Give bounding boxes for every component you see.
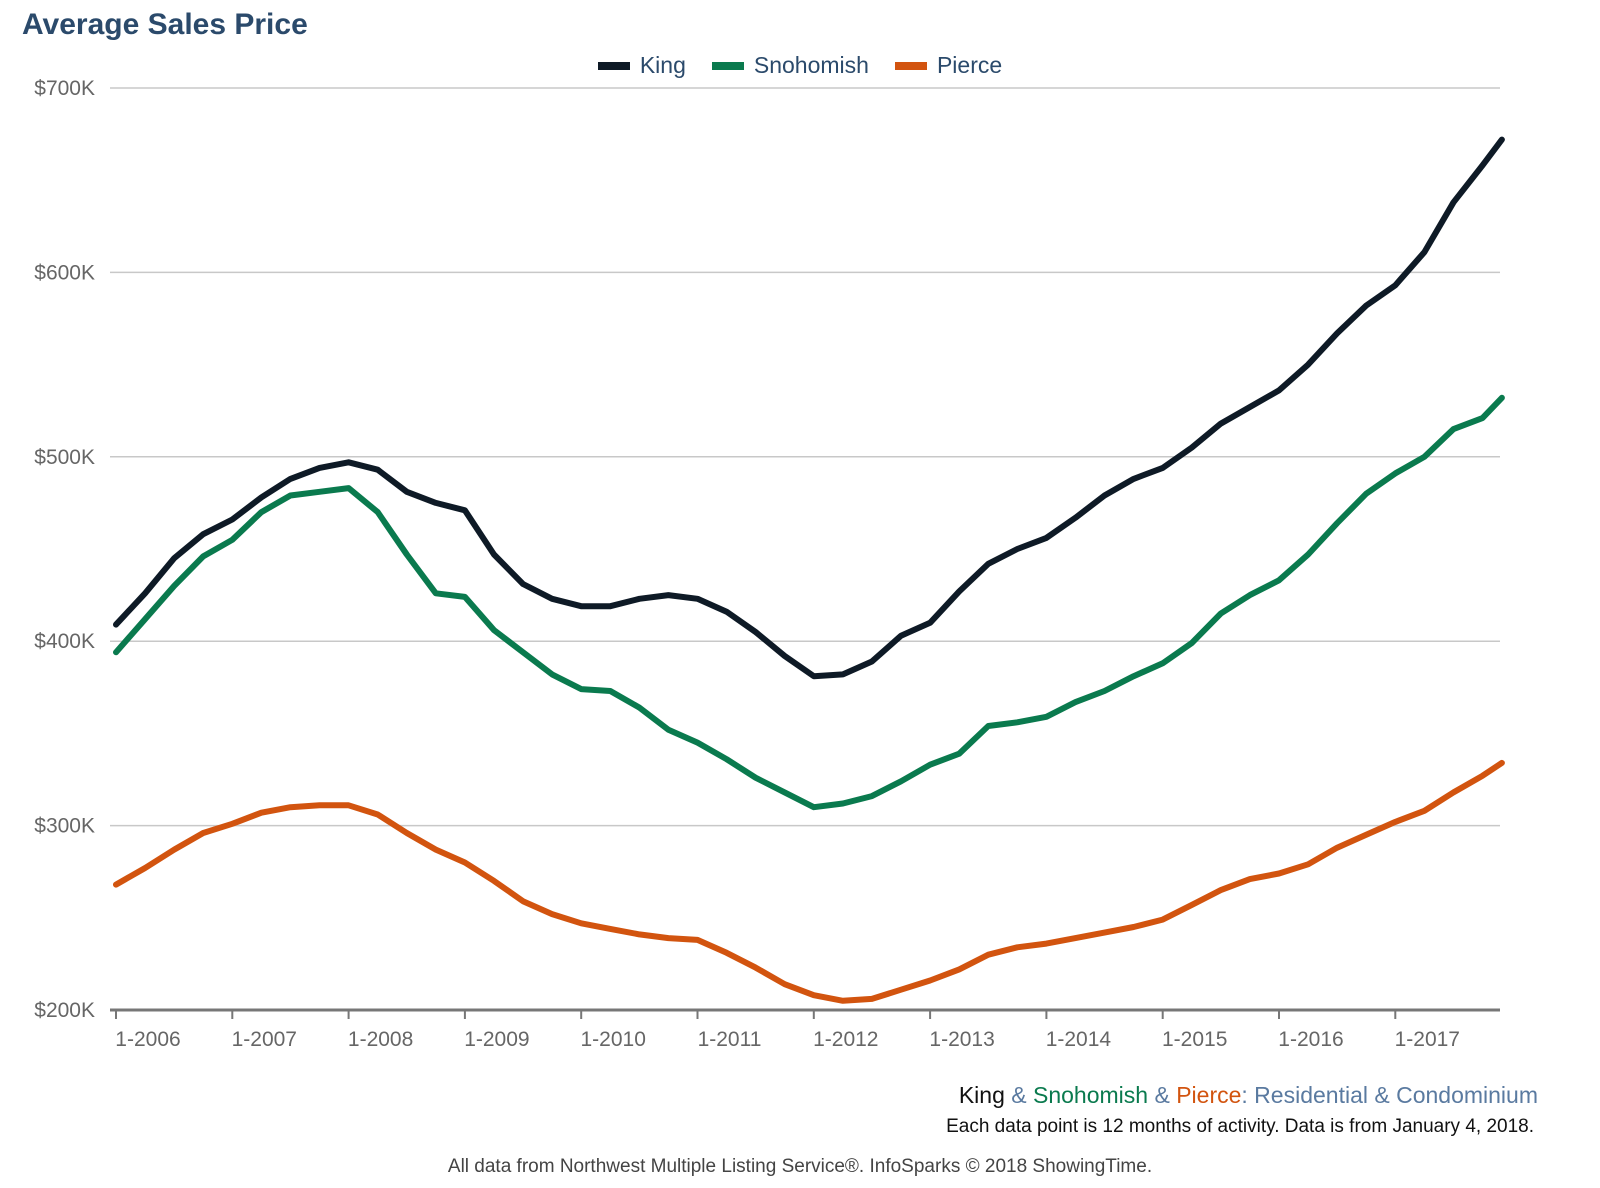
y-tick-label: $200K — [34, 999, 95, 1022]
legend-item-snohomish: Snohomish — [711, 52, 869, 79]
subtitle-part: King — [958, 1082, 1005, 1108]
legend-label-pierce: Pierce — [936, 52, 1003, 78]
series-line-pierce — [113, 759, 1505, 1004]
series-line-king — [113, 136, 1505, 680]
legend: King Snohomish Pierce — [0, 52, 1600, 79]
x-tick-label: 1-2008 — [348, 1028, 413, 1051]
x-tick-label: 1-2017 — [1395, 1028, 1460, 1051]
subtitle-part: & — [1148, 1082, 1177, 1108]
data-note: Each data point is 12 months of activity… — [946, 1116, 1534, 1137]
x-tick-label: 1-2011 — [698, 1028, 762, 1051]
x-tick-label: 1-2016 — [1278, 1028, 1343, 1051]
x-tick-label: 1-2009 — [464, 1028, 529, 1051]
legend-swatch-pierce — [894, 61, 927, 70]
y-tick-label: $300K — [34, 815, 95, 838]
chart-subtitle: King & Snohomish & Pierce: Residential &… — [959, 1082, 1538, 1109]
legend-label-snohomish: Snohomish — [753, 52, 869, 78]
subtitle-part: : Residential & Condominium — [1241, 1082, 1538, 1108]
y-tick-label: $700K — [34, 77, 95, 100]
legend-item-pierce: Pierce — [894, 52, 1003, 79]
subtitle-part: Pierce — [1176, 1082, 1242, 1108]
x-tick-label: 1-2007 — [232, 1028, 297, 1051]
y-tick-label: $500K — [34, 446, 95, 469]
x-tick-label: 1-2013 — [929, 1028, 994, 1051]
y-tick-label: $600K — [34, 261, 95, 284]
chart-title: Average Sales Price — [22, 8, 308, 41]
y-tick-label: $400K — [34, 630, 95, 653]
x-tick-label: 1-2012 — [813, 1028, 878, 1051]
x-tick-label: 1-2010 — [581, 1028, 646, 1051]
subtitle-part: & — [1004, 1082, 1033, 1108]
legend-item-king: King — [597, 52, 686, 79]
x-tick-label: 1-2015 — [1162, 1028, 1227, 1051]
legend-label-king: King — [639, 52, 686, 78]
source-footer: All data from Northwest Multiple Listing… — [447, 1156, 1153, 1177]
series-line-snohomish — [113, 394, 1505, 811]
x-tick-label: 1-2014 — [1046, 1028, 1112, 1051]
x-tick-label: 1-2006 — [115, 1028, 180, 1051]
subtitle-part: Snohomish — [1033, 1082, 1149, 1108]
legend-swatch-king — [597, 61, 630, 70]
legend-swatch-snohomish — [711, 61, 744, 70]
